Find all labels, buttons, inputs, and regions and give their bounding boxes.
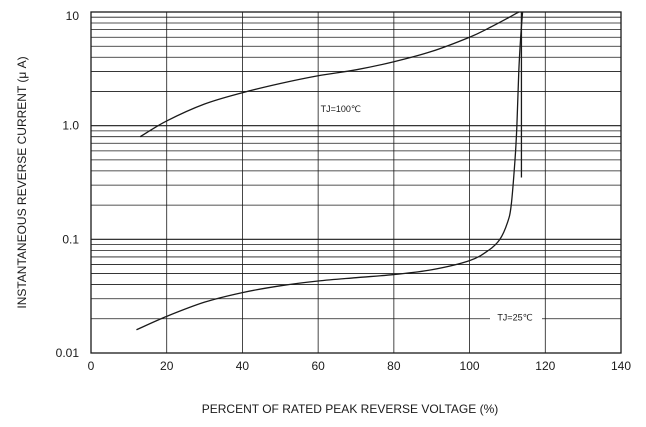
y-axis-title: INSTANTANEOUS REVERSE CURRENT (μ A)	[15, 56, 29, 308]
x-tick-label: 20	[160, 359, 174, 373]
x-tick-label: 80	[387, 359, 401, 373]
x-tick-label: 0	[88, 359, 95, 373]
y-tick-label: 1.0	[62, 119, 79, 133]
x-axis-title: PERCENT OF RATED PEAK REVERSE VOLTAGE (%…	[202, 402, 499, 416]
y-tick-label: 10	[66, 9, 80, 23]
series-line-tj100	[139, 11, 520, 138]
y-tick-label: 0.1	[62, 232, 79, 246]
annotation-background	[490, 309, 542, 323]
plot-frame	[90, 11, 622, 354]
x-tick-label: 120	[535, 359, 555, 373]
grid-lines	[91, 12, 621, 353]
curve-annotation: TJ=100℃	[321, 104, 361, 114]
series-lines	[136, 11, 524, 331]
x-tick-label: 40	[236, 359, 250, 373]
labels: 0 20 40 60 80 100 120 140 0.01 0.1 1.0 10 PERCENT OF…	[15, 9, 631, 416]
plot-border	[90, 11, 622, 354]
series-line-tj25	[136, 11, 524, 331]
x-tick-label: 60	[311, 359, 325, 373]
x-tick-label: 100	[460, 359, 480, 373]
curve-annotation: TJ=25℃	[497, 313, 532, 323]
y-tick-label: 0.01	[56, 346, 80, 360]
x-tick-label: 140	[611, 359, 631, 373]
